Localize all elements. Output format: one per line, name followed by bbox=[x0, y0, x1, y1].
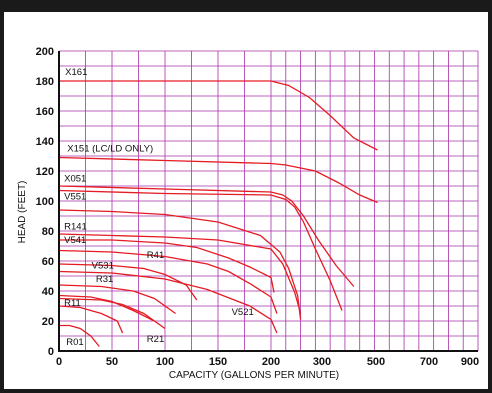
curve-r01 bbox=[59, 324, 100, 347]
curve-r141 bbox=[58, 209, 302, 320]
curve-v541 bbox=[58, 233, 302, 314]
y-tick-label: 40 bbox=[42, 286, 54, 298]
curve-v521 bbox=[58, 270, 278, 334]
curve-label: V541 bbox=[64, 235, 86, 246]
x-tick-label: 500 bbox=[367, 356, 385, 368]
curve-r41 bbox=[59, 239, 275, 293]
y-tick-label: 20 bbox=[42, 316, 54, 328]
x-tick-label: 150 bbox=[209, 356, 227, 368]
tick-labels: 0 50 100 150 200 300 500 700 900 0 20 40 60 80 100 120 1… bbox=[36, 46, 480, 368]
curve-r21 bbox=[58, 297, 166, 330]
curve-x051 bbox=[58, 185, 355, 287]
curve-label: V531 bbox=[92, 261, 114, 272]
curve-label: X151 (LC/LD ONLY) bbox=[67, 144, 153, 155]
curve-r31b bbox=[58, 284, 176, 315]
y-tick-label: 0 bbox=[48, 346, 54, 358]
curve-label: R141 bbox=[64, 222, 87, 233]
curve-label: V521 bbox=[232, 307, 254, 318]
curve-r11b bbox=[58, 305, 124, 334]
curve-v551 bbox=[58, 189, 343, 311]
curve-label: R41 bbox=[147, 250, 164, 261]
x-axis-title: CAPACITY (GALLONS PER MINUTE) bbox=[169, 370, 339, 381]
curve-label: R21 bbox=[147, 334, 164, 345]
y-tick-label: 60 bbox=[42, 256, 54, 268]
curve-label: X051 bbox=[64, 174, 86, 185]
chart-frame: 0 50 100 150 200 300 500 700 900 0 20 40 60 80 100 120 1… bbox=[4, 12, 488, 389]
y-tick-label: 200 bbox=[36, 46, 54, 58]
y-axis-title: HEAD (FEET) bbox=[17, 181, 28, 244]
curve-label: R31 bbox=[96, 274, 113, 285]
grid bbox=[58, 50, 479, 352]
y-tick-label: 160 bbox=[36, 106, 54, 118]
x-tick-label: 100 bbox=[156, 356, 174, 368]
curve-label: R01 bbox=[66, 337, 83, 348]
curves bbox=[58, 80, 378, 347]
x-tick-label: 900 bbox=[461, 356, 479, 368]
x-tick-label: 50 bbox=[106, 356, 118, 368]
x-tick-label: 700 bbox=[420, 356, 438, 368]
curve-x161 bbox=[59, 80, 378, 151]
x-tick-label: 200 bbox=[262, 356, 280, 368]
y-tick-label: 120 bbox=[36, 166, 54, 178]
curve-r11 bbox=[58, 294, 155, 322]
y-tick-label: 80 bbox=[42, 226, 54, 238]
curve-r31 bbox=[58, 263, 198, 301]
curve-v531 bbox=[58, 249, 278, 314]
x-tick-label: 0 bbox=[56, 356, 62, 368]
x-tick-label: 300 bbox=[313, 356, 331, 368]
curve-label: X161 bbox=[65, 67, 87, 78]
pump-curve-chart: 0 50 100 150 200 300 500 700 900 0 20 40 60 80 100 120 1… bbox=[17, 46, 480, 381]
y-tick-label: 180 bbox=[36, 76, 54, 88]
curve-labels: X161 X151 (LC/LD ONLY) X051 V551 R141 V541 R41… bbox=[64, 67, 254, 348]
curve-label: V551 bbox=[64, 192, 86, 203]
curve-x151-lc-ld-only- bbox=[58, 156, 378, 204]
curve-label: R11 bbox=[64, 298, 81, 309]
y-tick-label: 100 bbox=[36, 196, 54, 208]
axes bbox=[58, 51, 478, 352]
y-tick-label: 140 bbox=[36, 136, 54, 148]
